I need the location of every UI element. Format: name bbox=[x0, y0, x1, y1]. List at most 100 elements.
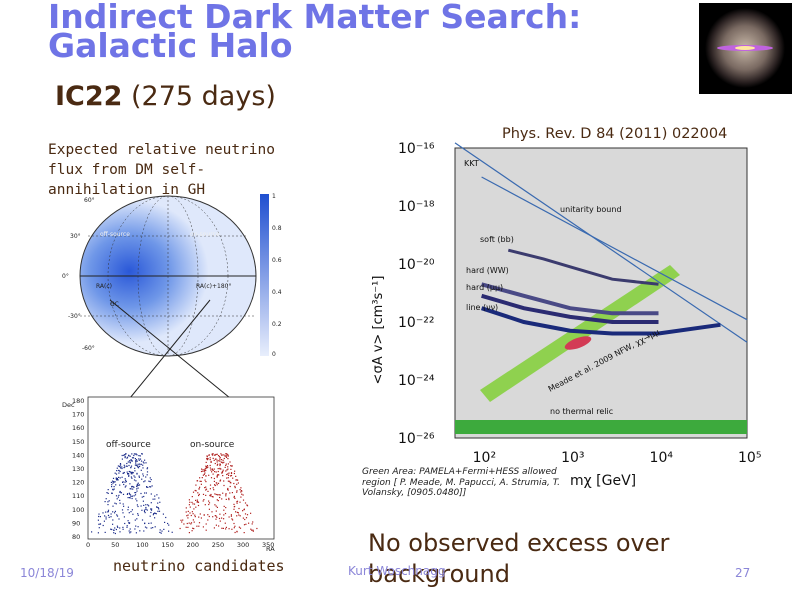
event-dot bbox=[112, 505, 114, 507]
event-dot bbox=[235, 479, 237, 481]
event-dot bbox=[119, 470, 121, 473]
event-dot bbox=[230, 472, 233, 474]
event-dot bbox=[98, 515, 100, 518]
event-dot bbox=[243, 532, 245, 534]
event-dot bbox=[236, 502, 238, 504]
event-dot bbox=[123, 464, 125, 466]
event-dot bbox=[222, 527, 224, 529]
event-dot bbox=[168, 524, 170, 526]
event-dot bbox=[112, 488, 114, 490]
event-dot bbox=[213, 468, 215, 470]
event-dot bbox=[114, 472, 116, 474]
main-y-tick: 10⁻²⁴ bbox=[398, 373, 435, 389]
event-dot bbox=[223, 509, 225, 511]
event-dot bbox=[219, 496, 221, 499]
event-dot bbox=[220, 468, 222, 470]
event-dot bbox=[240, 491, 242, 493]
event-dot bbox=[236, 515, 238, 517]
event-dot bbox=[196, 499, 198, 501]
event-dot bbox=[214, 484, 216, 486]
event-dot bbox=[214, 471, 216, 473]
event-dot bbox=[105, 516, 107, 518]
event-dot bbox=[139, 465, 141, 467]
event-dot bbox=[223, 505, 225, 507]
event-dot bbox=[224, 455, 226, 457]
event-dot bbox=[116, 479, 119, 481]
event-dot bbox=[132, 472, 134, 474]
scatter-x-tick: 150 bbox=[161, 541, 173, 549]
event-dot bbox=[207, 490, 209, 492]
event-dot bbox=[227, 455, 229, 457]
event-dot bbox=[152, 498, 154, 500]
event-dot bbox=[124, 457, 126, 459]
event-dot bbox=[222, 470, 224, 473]
event-dot bbox=[194, 514, 196, 516]
series-line-unitarity-bound bbox=[481, 176, 748, 321]
event-dot bbox=[228, 474, 230, 476]
event-dot bbox=[189, 506, 191, 508]
event-dot bbox=[107, 514, 110, 516]
event-dot bbox=[111, 492, 113, 494]
event-dot bbox=[107, 504, 109, 506]
event-dot bbox=[118, 472, 120, 474]
event-dot bbox=[190, 514, 192, 517]
footer-date: 10/18/19 bbox=[20, 566, 74, 580]
event-dot bbox=[212, 487, 214, 489]
event-dot bbox=[250, 528, 252, 530]
event-dot bbox=[102, 512, 104, 514]
event-dot bbox=[230, 514, 232, 516]
event-dot bbox=[104, 515, 106, 517]
event-dot bbox=[159, 501, 161, 503]
scatter-y-tick: 120 bbox=[72, 479, 84, 487]
scatter-y-tick: 110 bbox=[72, 492, 84, 500]
event-dot bbox=[220, 461, 222, 463]
event-dot bbox=[213, 454, 215, 456]
event-dot bbox=[198, 525, 200, 527]
event-dot bbox=[245, 523, 247, 525]
event-dot bbox=[243, 509, 245, 511]
event-dot bbox=[107, 492, 109, 494]
event-dot bbox=[128, 522, 130, 524]
event-dot bbox=[168, 530, 170, 532]
event-dot bbox=[130, 467, 132, 469]
event-dot bbox=[216, 461, 218, 463]
event-dot bbox=[140, 463, 142, 465]
event-dot bbox=[222, 459, 224, 461]
event-dot bbox=[227, 468, 229, 470]
skymap-region-label: off-source bbox=[100, 231, 130, 238]
event-dot bbox=[216, 476, 218, 478]
galactic-halo-image bbox=[699, 3, 792, 94]
event-dot bbox=[244, 502, 247, 504]
event-dot bbox=[126, 456, 129, 458]
event-dot bbox=[131, 495, 133, 497]
event-dot bbox=[226, 453, 228, 455]
event-dot bbox=[225, 463, 227, 465]
event-dot bbox=[221, 471, 223, 473]
event-dot bbox=[127, 497, 129, 499]
event-dot bbox=[230, 472, 233, 474]
event-dot bbox=[119, 527, 121, 529]
event-dot bbox=[192, 519, 194, 521]
event-dot bbox=[187, 510, 189, 512]
event-dot bbox=[233, 482, 235, 485]
event-dot bbox=[208, 508, 210, 510]
event-dot bbox=[233, 508, 235, 510]
event-dot bbox=[143, 462, 145, 464]
scatter-y-tick: 160 bbox=[72, 424, 84, 432]
event-dot bbox=[203, 473, 205, 475]
event-dot bbox=[218, 455, 221, 458]
event-dot bbox=[233, 503, 235, 505]
event-dot bbox=[227, 463, 229, 465]
event-dot bbox=[235, 475, 237, 477]
event-dot bbox=[222, 469, 224, 471]
event-dot bbox=[225, 495, 227, 497]
event-dot bbox=[250, 512, 252, 514]
event-dot bbox=[193, 508, 195, 510]
event-dot bbox=[107, 510, 109, 513]
event-dot bbox=[206, 459, 209, 461]
event-dot bbox=[114, 512, 116, 514]
event-dot bbox=[185, 511, 187, 513]
event-dot bbox=[211, 471, 213, 473]
event-dot bbox=[99, 516, 101, 518]
event-dot bbox=[205, 488, 208, 490]
